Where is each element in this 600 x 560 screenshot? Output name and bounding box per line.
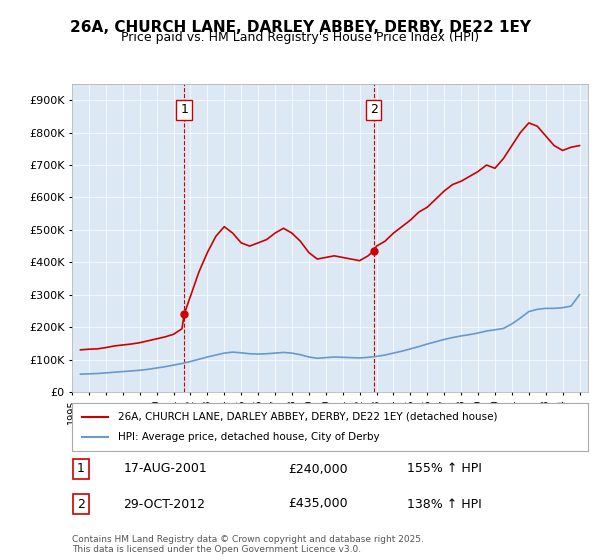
Text: Price paid vs. HM Land Registry's House Price Index (HPI): Price paid vs. HM Land Registry's House … (121, 31, 479, 44)
Text: £435,000: £435,000 (289, 497, 349, 511)
Text: 29-OCT-2012: 29-OCT-2012 (124, 497, 206, 511)
Text: Contains HM Land Registry data © Crown copyright and database right 2025.
This d: Contains HM Land Registry data © Crown c… (72, 535, 424, 554)
Text: 2: 2 (77, 497, 85, 511)
Text: 1: 1 (77, 463, 85, 475)
Text: 26A, CHURCH LANE, DARLEY ABBEY, DERBY, DE22 1EY (detached house): 26A, CHURCH LANE, DARLEY ABBEY, DERBY, D… (118, 412, 498, 422)
Text: 155% ↑ HPI: 155% ↑ HPI (407, 463, 482, 475)
Text: 17-AUG-2001: 17-AUG-2001 (124, 463, 208, 475)
Text: £240,000: £240,000 (289, 463, 349, 475)
Text: 1: 1 (180, 104, 188, 116)
Text: 26A, CHURCH LANE, DARLEY ABBEY, DERBY, DE22 1EY: 26A, CHURCH LANE, DARLEY ABBEY, DERBY, D… (70, 20, 530, 35)
Text: 138% ↑ HPI: 138% ↑ HPI (407, 497, 482, 511)
Text: 2: 2 (370, 104, 377, 116)
Text: HPI: Average price, detached house, City of Derby: HPI: Average price, detached house, City… (118, 432, 380, 442)
